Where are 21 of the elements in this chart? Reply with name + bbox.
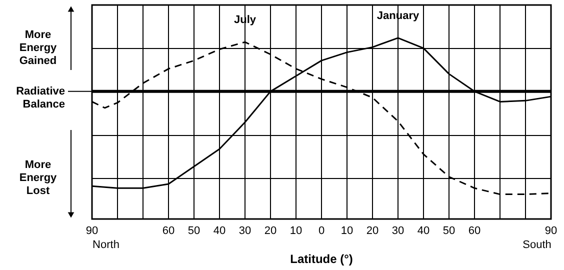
x-tick-label: 90 [86, 225, 98, 237]
x-axis-title: Latitude (°) [290, 252, 353, 266]
x-tick-label: 0 [318, 225, 325, 237]
x-tick-label: 20 [264, 225, 277, 237]
x-tick-label: 60 [468, 225, 481, 237]
text: More Energy Lost [19, 159, 58, 197]
x-tick-label: 60 [162, 225, 175, 237]
x-tick-label: 40 [213, 225, 226, 237]
x-tick-label: 20 [366, 225, 379, 237]
x-tick-label: 10 [290, 225, 302, 237]
ref-line-label: Radiative Balance [16, 85, 65, 110]
text: South [522, 239, 552, 251]
x-tick-label: 30 [238, 225, 252, 237]
x-tick-label: 40 [417, 225, 430, 237]
x-tick-label: 50 [188, 225, 200, 237]
x-tick-label: 30 [392, 225, 404, 237]
x-tick-label: 90 [544, 225, 558, 237]
x-tick-label: 10 [340, 225, 354, 237]
text: North [92, 239, 120, 251]
x-tick-label: 50 [442, 225, 456, 237]
text: More Energy Gained [19, 29, 58, 67]
